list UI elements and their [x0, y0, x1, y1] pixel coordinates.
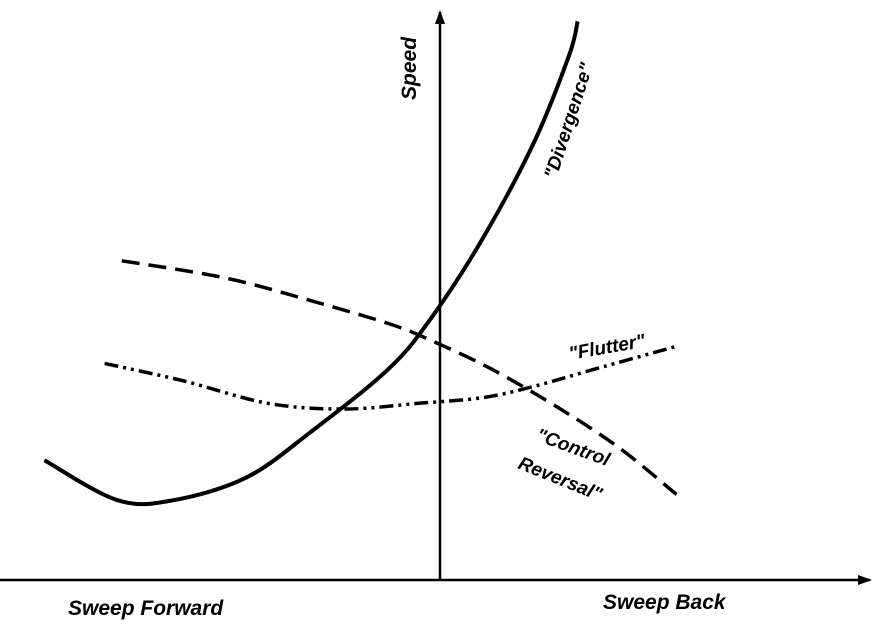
flutter-curve	[104, 344, 677, 411]
divergence-curve	[43, 20, 580, 507]
control-reversal-curve	[121, 259, 678, 496]
x-axis-label-forward: Sweep Forward	[68, 597, 224, 620]
y-axis-label: Speed	[398, 36, 421, 100]
divergence-label: "Divergence"	[541, 60, 599, 182]
x-axis-label-back: Sweep Back	[603, 591, 727, 614]
flutter-label: "Flutter"	[567, 331, 648, 365]
